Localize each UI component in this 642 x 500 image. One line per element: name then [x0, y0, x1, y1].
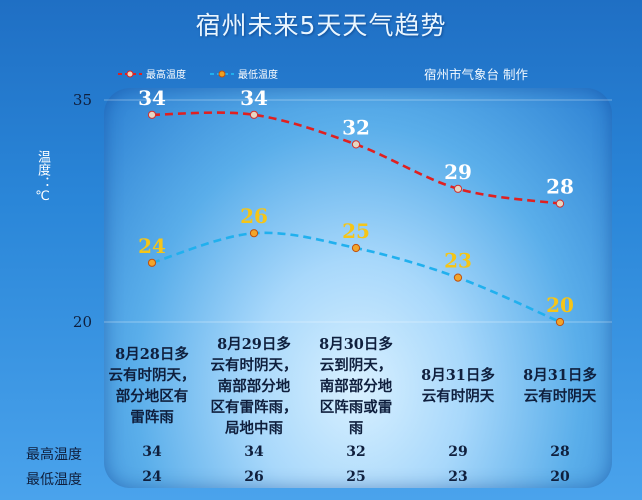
table-low-label: 最低温度: [26, 472, 82, 488]
legend-swatch-high: [118, 70, 142, 77]
description-line: 8月28日多: [115, 346, 189, 363]
description-line: 8月31日多: [523, 367, 597, 384]
y-tick-label: 35: [73, 91, 92, 109]
description-line: 区有雷阵雨，: [210, 398, 298, 416]
table-low-value: 25: [346, 469, 366, 485]
chart-title: 宿州未来5天天气趋势: [195, 11, 447, 40]
description-line: 云有时阴天，: [210, 356, 298, 374]
data-label: 34: [138, 86, 166, 110]
table-high-value: 34: [244, 444, 264, 460]
data-label: 28: [546, 175, 574, 199]
data-point: [453, 273, 463, 282]
day-description: 8月31日多 云有时阴天: [406, 365, 510, 407]
day-description: 8月28日多 云有时阴天， 部分地区有雷阵雨: [100, 344, 204, 428]
data-point: [147, 258, 157, 267]
table-high-value: 28: [550, 444, 570, 460]
data-point: [147, 110, 157, 119]
table-low-value: 23: [448, 469, 468, 485]
description-line: 云有时阴天，: [108, 367, 196, 384]
table-high-value: 32: [346, 444, 366, 460]
description-line: 南部部分地: [217, 377, 291, 395]
description-line: 云有时阴天: [421, 388, 495, 405]
data-point: [249, 229, 259, 238]
data-label: 20: [546, 293, 574, 317]
description-line: 8月30日多: [319, 335, 393, 353]
table-low-value: 20: [550, 469, 570, 485]
description-line: 区阵雨或雷: [319, 398, 393, 416]
data-point: [453, 184, 463, 193]
source-credit: 宿州市气象台 制作: [424, 67, 528, 82]
legend-item-low: 最低温度: [210, 66, 278, 81]
description-line: 部分地区有: [115, 388, 189, 405]
description-line: 雨: [348, 419, 364, 437]
data-point: [555, 317, 565, 327]
table-high-value: 29: [448, 444, 468, 460]
day-description: 8月29日多 云有时阴天， 南部部分地区有雷阵雨， 局地中雨: [202, 334, 306, 439]
description-line: 南部部分地: [319, 377, 393, 395]
legend-swatch-low: [210, 70, 234, 77]
y-axis-label: 温度：℃: [35, 150, 50, 204]
table-high-value: 34: [142, 444, 162, 460]
y-tick-label: 20: [73, 313, 92, 331]
data-label: 29: [444, 160, 472, 184]
description-line: 云有时阴天: [523, 388, 597, 405]
data-label: 24: [138, 234, 166, 258]
description-line: 8月31日多: [421, 367, 495, 384]
day-description: 8月30日多 云到阴天， 南部部分地区阵雨或雷雨: [304, 334, 408, 439]
description-line: 8月29日多: [217, 335, 291, 353]
description-line: 云到阴天，: [319, 356, 393, 374]
legend-label-low: 最低温度: [238, 70, 278, 81]
data-label: 25: [342, 219, 370, 243]
data-point: [555, 199, 565, 208]
data-label: 26: [240, 204, 268, 228]
data-point: [351, 243, 361, 253]
legend-label-high: 最高温度: [146, 70, 186, 81]
table-high-label: 最高温度: [26, 447, 82, 463]
data-point: [249, 110, 259, 119]
data-point: [351, 140, 361, 149]
day-description: 8月31日多 云有时阴天: [508, 365, 612, 407]
data-label: 32: [342, 115, 370, 139]
description-line: 雷阵雨: [130, 409, 174, 426]
table-low-value: 24: [142, 469, 162, 485]
description-line: 局地中雨: [225, 419, 283, 437]
legend-item-high: 最高温度: [118, 66, 186, 81]
plot-panel: [104, 88, 612, 488]
data-label: 34: [240, 86, 268, 110]
table-low-value: 26: [244, 469, 264, 485]
data-label: 23: [444, 249, 472, 273]
